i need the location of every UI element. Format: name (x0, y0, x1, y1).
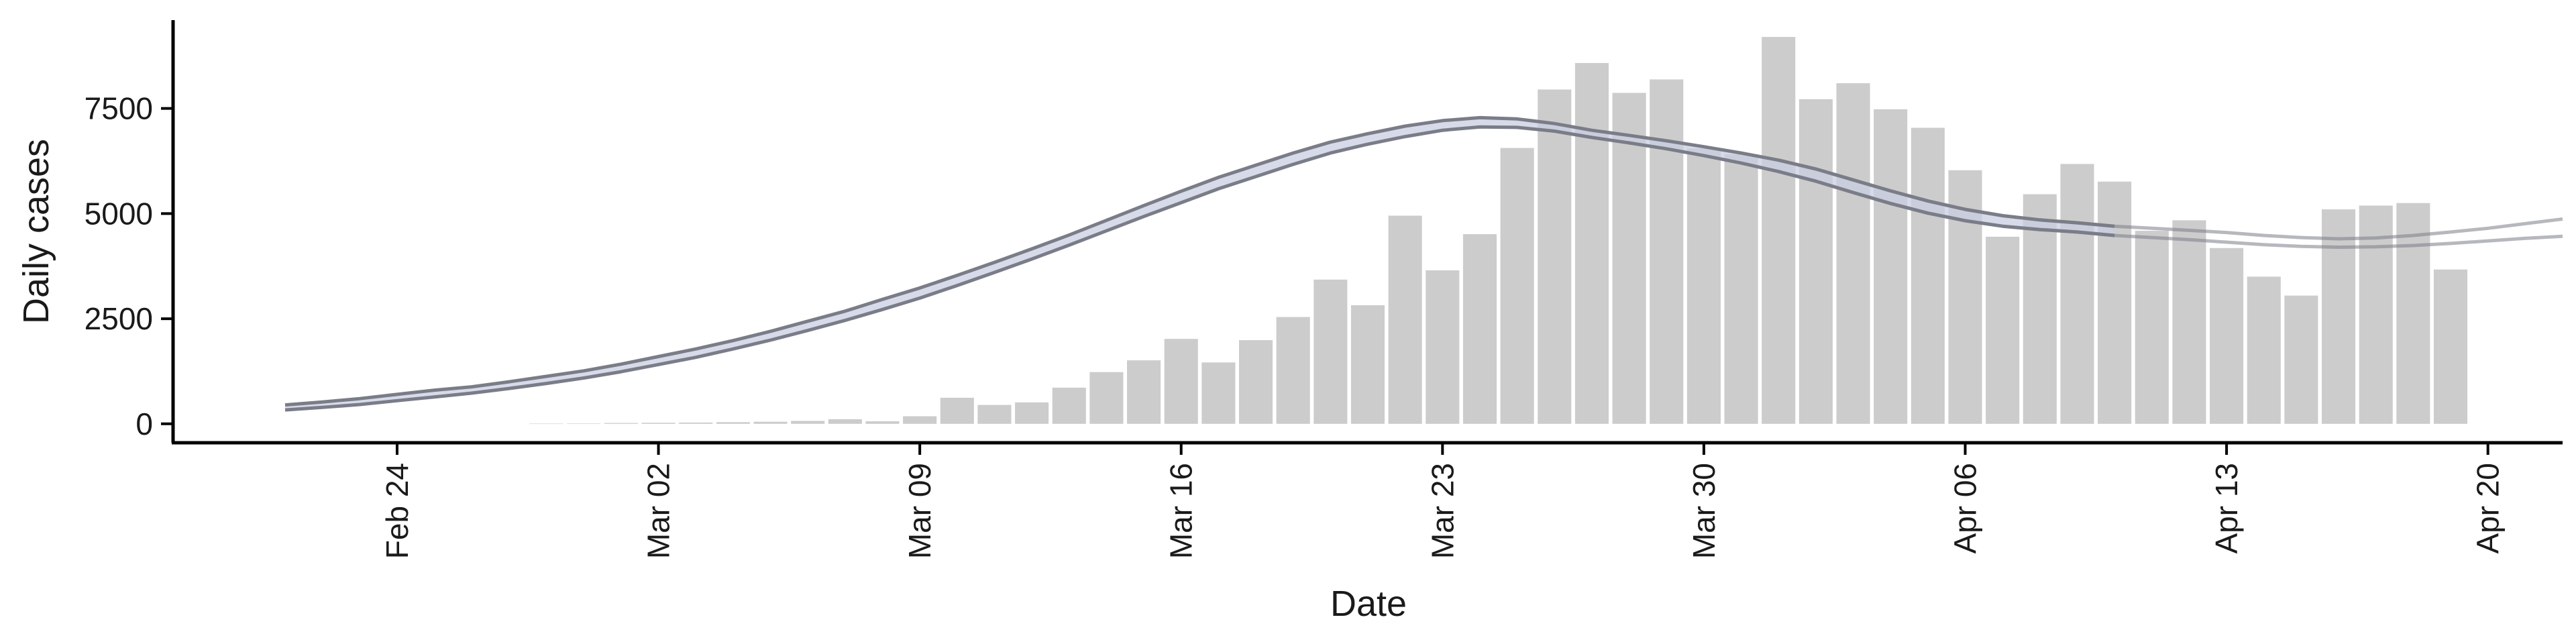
bar-2020-03-14 (1089, 372, 1124, 424)
bar-2020-03-11 (977, 405, 1012, 424)
bar-2020-03-01 (604, 423, 638, 424)
bar-2020-04-12 (2172, 220, 2206, 424)
bar-2020-04-19 (2433, 269, 2468, 424)
bar-2020-03-30 (1686, 148, 1721, 424)
bar-2020-03-21 (1350, 305, 1385, 424)
axes: 0 2500 5000 7500 Feb 24 Mar 02 Mar 09 Mar 16 Ma… (85, 20, 2563, 559)
bar-2020-03-17 (1201, 362, 1236, 424)
bar-2020-02-28 (529, 423, 564, 425)
bar-2020-03-13 (1052, 387, 1086, 424)
bar-2020-03-05 (753, 421, 788, 424)
curve-4 (1778, 170, 2563, 249)
bar-2020-03-12 (1015, 402, 1049, 424)
bar-2020-04-09 (2060, 164, 2094, 424)
bar-2020-03-07 (828, 419, 862, 424)
y-tick-label-7500: 7500 (85, 91, 153, 126)
curve-3 (1778, 158, 2563, 241)
bar-2020-04-10 (2098, 181, 2132, 424)
x-tick-label-2020-04-20: Apr 20 (2471, 463, 2506, 554)
bar-2020-04-11 (2135, 231, 2169, 424)
x-tick-label-2020-03-09: Mar 09 (902, 463, 937, 559)
x-tick-label-2020-02-24: Feb 24 (380, 463, 415, 559)
bar-2020-03-16 (1164, 339, 1198, 424)
bar-2020-04-08 (2023, 194, 2057, 424)
bar-2020-03-10 (940, 397, 974, 424)
bar-2020-04-02 (1799, 99, 1833, 424)
bar-2020-03-04 (716, 422, 750, 424)
bar-2020-03-28 (1612, 93, 1646, 424)
bar-2020-04-03 (1836, 83, 1870, 424)
bar-2020-03-09 (903, 416, 937, 424)
bar-2020-03-03 (679, 422, 713, 424)
bar-2020-04-13 (2210, 248, 2244, 424)
x-tick-label-2020-04-06: Apr 06 (1948, 463, 1983, 554)
y-tick-label-5000: 5000 (85, 196, 153, 231)
bar-2020-04-04 (1874, 109, 1908, 424)
y-axis-ticks: 0 2500 5000 7500 (85, 91, 173, 441)
y-tick-label-0: 0 (136, 407, 153, 441)
bar-2020-03-02 (641, 423, 676, 424)
x-axis-title: Date (1330, 584, 1407, 624)
bar-2020-03-08 (865, 421, 900, 424)
bar-2020-03-24 (1462, 234, 1497, 424)
bar-2020-02-29 (567, 423, 601, 424)
bar-2020-04-05 (1911, 127, 1945, 424)
bar-2020-03-15 (1127, 360, 1161, 424)
bar-2020-03-19 (1276, 317, 1310, 424)
x-tick-label-2020-03-23: Mar 23 (1425, 463, 1460, 559)
bar-2020-03-29 (1650, 79, 1684, 424)
x-tick-label-2020-03-16: Mar 16 (1164, 463, 1199, 559)
bar-2020-03-18 (1238, 340, 1273, 424)
bar-2020-03-06 (791, 421, 825, 424)
bar-2020-03-25 (1500, 148, 1534, 424)
fitted-curves (284, 115, 2563, 412)
bar-2020-04-07 (1986, 236, 2020, 424)
y-tick-label-2500: 2500 (85, 301, 153, 336)
y-axis-title: Daily cases (16, 139, 56, 324)
bar-2020-04-15 (2284, 295, 2318, 424)
x-tick-label-2020-03-02: Mar 02 (641, 463, 676, 559)
bar-2020-03-20 (1313, 279, 1348, 424)
bar-2020-03-27 (1574, 62, 1609, 424)
x-axis-ticks: Feb 24 Mar 02 Mar 09 Mar 16 Mar 23 Mar 30 Apr … (380, 443, 2506, 559)
bar-2020-04-01 (1762, 37, 1796, 424)
bar-2020-03-22 (1388, 215, 1422, 424)
bar-2020-04-16 (2322, 209, 2356, 424)
bar-2020-03-23 (1426, 270, 1460, 424)
x-tick-label-2020-04-13: Apr 13 (2209, 463, 2244, 554)
bar-2020-03-26 (1538, 89, 1572, 424)
bar-2020-04-18 (2396, 203, 2430, 424)
bars (529, 37, 2468, 425)
x-tick-label-2020-03-30: Mar 30 (1686, 463, 1721, 559)
bar-2020-04-14 (2247, 276, 2281, 424)
bar-2020-04-17 (2359, 205, 2393, 424)
bar-2020-03-31 (1724, 154, 1758, 424)
